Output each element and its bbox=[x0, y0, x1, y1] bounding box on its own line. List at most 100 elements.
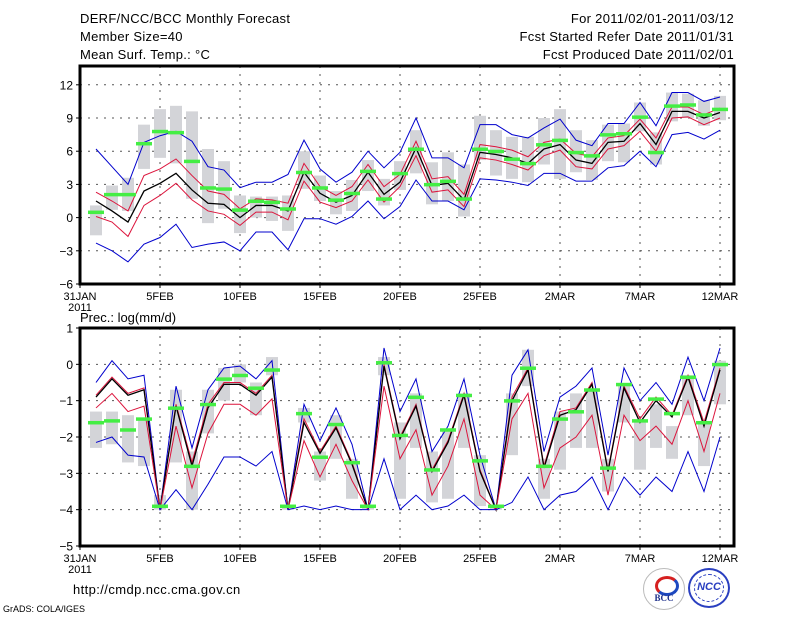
observed-marker bbox=[600, 466, 616, 470]
observed-marker bbox=[216, 377, 232, 381]
plot-frame bbox=[78, 64, 736, 286]
temperature-chart: −6 −3 0 3 6 9 12 31JAN 5FEB 10FEB 15FEB 20FEB 25FEB 2… bbox=[59, 64, 738, 314]
y-tick-label: −5 bbox=[59, 540, 73, 554]
observed-marker bbox=[584, 154, 600, 158]
range-bar bbox=[106, 411, 118, 445]
observed-marker bbox=[280, 207, 296, 211]
observed-marker bbox=[168, 130, 184, 135]
x-tick-label: 2MAR bbox=[545, 553, 576, 565]
observed-marker bbox=[264, 200, 280, 205]
observed-marker bbox=[568, 410, 584, 414]
forecast-period-label: For 2011/02/01-2011/03/12 bbox=[570, 11, 734, 26]
observed-marker bbox=[408, 395, 424, 400]
range-bar bbox=[570, 393, 582, 448]
range-bar bbox=[186, 111, 198, 199]
observed-marker bbox=[248, 386, 264, 390]
source-url: http://cmdp.ncc.cma.gov.cn bbox=[73, 582, 241, 597]
observed-marker bbox=[88, 210, 104, 215]
observed-marker bbox=[664, 104, 680, 108]
series-line-lower bbox=[95, 386, 721, 512]
observed-marker bbox=[648, 397, 664, 401]
observed-marker bbox=[104, 419, 120, 423]
observed-marker bbox=[504, 399, 520, 403]
chart-title: DERF/NCC/BCC Monthly Forecast bbox=[80, 11, 291, 26]
range-bar bbox=[474, 455, 486, 507]
y-tick-label: −3 bbox=[59, 244, 73, 258]
y-tick-label: −1 bbox=[59, 394, 73, 408]
observed-marker bbox=[392, 433, 408, 438]
observed-marker bbox=[648, 150, 664, 155]
range-bar bbox=[458, 164, 470, 217]
observed-marker bbox=[344, 460, 360, 465]
member-size-label: Member Size=40 bbox=[80, 29, 183, 44]
observed-marker bbox=[248, 199, 264, 204]
observed-marker bbox=[312, 186, 328, 190]
y-tick-label: 1 bbox=[66, 322, 73, 336]
range-bar bbox=[634, 422, 646, 470]
observed-marker bbox=[552, 138, 568, 143]
y-tick-label: −2 bbox=[59, 431, 73, 445]
y-tick-label: 0 bbox=[66, 211, 73, 225]
range-bar bbox=[90, 411, 102, 448]
observed-marker bbox=[488, 504, 504, 509]
series-line-upper bbox=[95, 106, 721, 212]
observed-marker bbox=[424, 468, 440, 472]
observed-marker bbox=[680, 103, 696, 107]
observed-marker bbox=[264, 368, 280, 372]
observed-marker bbox=[376, 361, 392, 365]
observed-marker bbox=[200, 402, 216, 407]
observed-marker bbox=[184, 159, 200, 164]
observed-marker bbox=[440, 428, 456, 432]
y-tick-label: 0 bbox=[66, 358, 73, 372]
x-tick-label: 2MAR bbox=[545, 291, 576, 303]
series-line-mean bbox=[95, 110, 721, 223]
y-tick-label: −4 bbox=[59, 503, 73, 517]
observed-marker bbox=[520, 161, 536, 166]
observed-marker bbox=[232, 373, 248, 378]
observed-marker bbox=[360, 504, 376, 509]
range-bar bbox=[714, 360, 726, 405]
ncc-logo: NCC bbox=[688, 568, 730, 608]
observed-marker bbox=[504, 157, 520, 161]
observed-marker bbox=[296, 411, 312, 416]
range-bar bbox=[154, 109, 166, 158]
y-tick-label: 6 bbox=[66, 145, 73, 159]
observed-marker bbox=[392, 171, 408, 176]
observed-marker bbox=[568, 150, 584, 155]
bcc-swirl-icon bbox=[655, 576, 679, 596]
x-tick-label: 10FEB bbox=[223, 553, 257, 565]
observed-marker bbox=[184, 464, 200, 469]
variable-label: Mean Surf. Temp.: °C bbox=[80, 47, 211, 62]
observed-marker bbox=[472, 459, 488, 463]
range-bar bbox=[682, 375, 694, 416]
observed-marker bbox=[104, 192, 120, 197]
grads-credit: GrADS: COLA/IGES bbox=[3, 604, 86, 614]
range-bar bbox=[698, 422, 710, 467]
range-bar bbox=[138, 124, 150, 169]
observed-marker bbox=[680, 375, 696, 380]
observed-marker bbox=[152, 504, 168, 509]
x-tick-label: 15FEB bbox=[303, 291, 337, 303]
series-line-min bbox=[95, 129, 721, 263]
range-bar bbox=[666, 426, 678, 459]
header-right: For 2011/02/01-2011/03/12 Fcst Started R… bbox=[520, 10, 734, 64]
y-tick-label: 3 bbox=[66, 178, 73, 192]
range-bar bbox=[186, 451, 198, 510]
observed-marker bbox=[328, 422, 344, 427]
bcc-logo: BCC bbox=[643, 568, 685, 610]
x-tick-label: 5FEB bbox=[146, 553, 174, 565]
x-tick-label: 25FEB bbox=[463, 553, 497, 565]
ncc-ring-icon bbox=[694, 574, 724, 602]
range-bar bbox=[170, 105, 182, 164]
forecast-produced-label: Fcst Produced Date 2011/02/01 bbox=[542, 47, 734, 62]
observed-marker bbox=[520, 366, 536, 370]
observed-marker bbox=[696, 113, 712, 117]
x-tick-label: 7MAR bbox=[625, 291, 656, 303]
series-line-min bbox=[95, 436, 721, 511]
observed-marker bbox=[456, 197, 472, 201]
observed-marker bbox=[120, 428, 136, 432]
observed-marker bbox=[600, 133, 616, 137]
x-tick-label: 25FEB bbox=[463, 291, 497, 303]
range-bar bbox=[106, 185, 118, 210]
series-line-max bbox=[95, 347, 721, 510]
